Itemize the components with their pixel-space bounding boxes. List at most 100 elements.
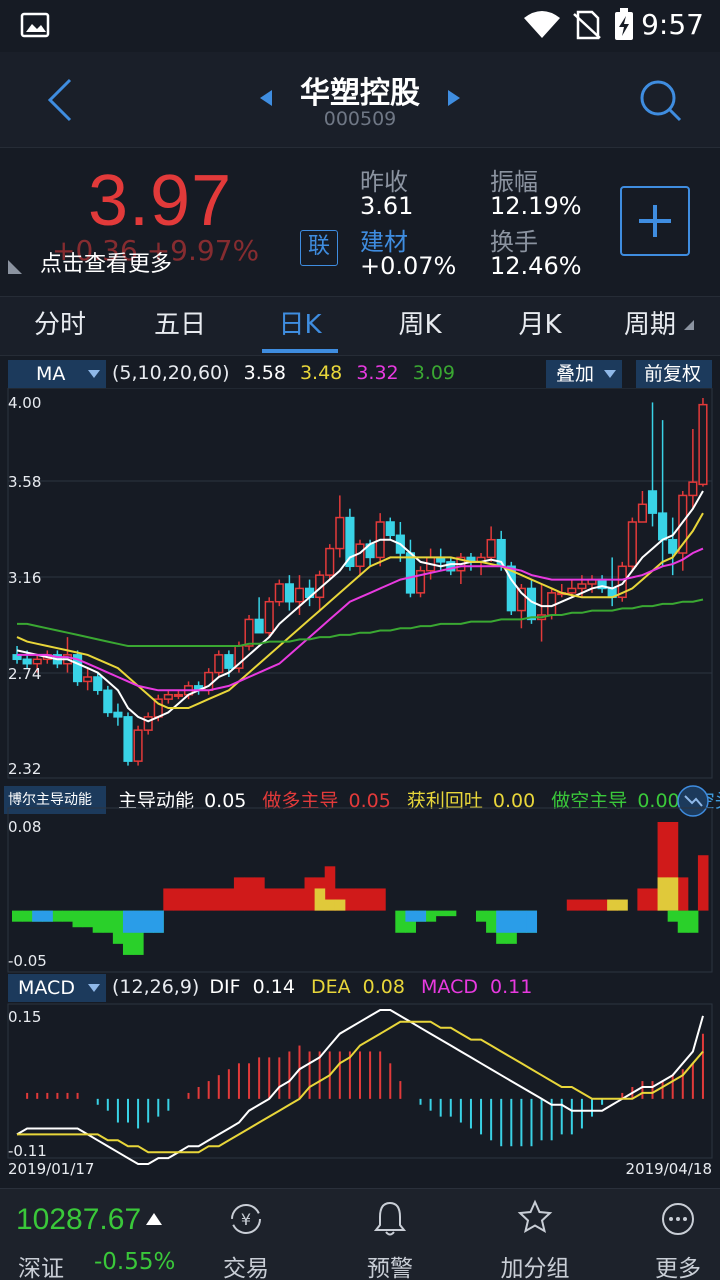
related-button[interactable]: 联 [300,230,338,266]
candle-body [698,403,708,486]
date-start: 2019/01/17 [8,1160,95,1178]
back-icon[interactable] [40,76,80,124]
macd-line-dea [17,1020,704,1154]
ma20-value: 3.32 [356,362,399,384]
y-tick-label: 3.16 [8,569,42,587]
tab-monthly-k[interactable]: 月K [518,310,562,340]
flow-bar [324,899,336,911]
nav-add-group[interactable]: 加分组 [475,1189,595,1280]
flow-value-4: 0.00 [637,790,680,812]
flow-bar [667,910,679,922]
flow-bar [22,910,33,922]
candle-body [113,711,123,718]
macd-value: 0.11 [490,976,533,998]
index-change: -0.55% [94,1249,176,1275]
tab-intraday[interactable]: 分时 [33,310,86,340]
nav-more[interactable]: 更多 [618,1189,720,1280]
macd-indicator-select[interactable]: MACD [8,974,106,1002]
dif-value: 0.14 [252,976,295,998]
flow-bar [516,910,527,933]
macd-label: MACD [421,976,478,998]
flow-bar [486,910,497,933]
candle-body [647,490,658,514]
ma-line-ma60 [17,598,704,647]
current-price: 3.97 [88,161,233,241]
ma-indicator-select[interactable]: MA [8,360,106,388]
panel-frame [7,1003,713,1159]
candle-body [214,654,224,674]
trade-icon: ¥ [231,1204,261,1234]
candle-body [345,516,355,568]
tab-daily-k[interactable]: 日K [278,310,322,340]
gallery-notification-icon [20,12,50,38]
plus-icon [639,205,671,237]
search-icon[interactable] [636,76,684,124]
flow-bar [395,910,406,933]
flow-indicator-select[interactable]: 博尔主导动能 [4,786,106,814]
candle-body [163,693,173,700]
flow-bar [607,899,618,911]
dea-label: DEA [310,976,351,998]
period-tabs: 分时 五日 日K 周K 月K 周期 [0,296,720,356]
amplitude-label: 振幅 [490,168,538,196]
flow-bar [163,888,174,911]
flow-bar [244,877,255,911]
ma-params: (5,10,20,60) [112,362,230,384]
candle-body [325,547,335,576]
macd-y-tick: -0.11 [8,1142,47,1160]
stock-code: 000509 [323,108,397,130]
flow-bar [344,888,356,911]
flow-bar [677,877,689,911]
nav-alert[interactable]: 预警 [330,1189,450,1280]
index-ticker[interactable]: 10287.67 深证 -0.55% [0,1189,180,1280]
kline-chart[interactable] [0,388,720,1188]
dea-value: 0.08 [362,976,405,998]
macd-params: (12,26,9) [112,976,200,998]
tab-five-day[interactable]: 五日 [153,310,206,340]
flow-bar [586,899,598,911]
change-amount: +0.36 [52,234,138,267]
candle-body [567,587,577,594]
overlay-button[interactable]: 叠加 [546,360,622,388]
candle-body [123,716,133,762]
y-tick-label: 3.58 [8,473,42,491]
candle-body [335,516,345,550]
candle-body [516,587,526,612]
nav-trade[interactable]: ¥ 交易 [186,1189,306,1280]
prev-stock-icon[interactable] [258,88,276,108]
overlay-label: 叠加 [556,363,595,385]
adjust-button[interactable]: 前复权 [636,360,712,388]
flow-bar [677,910,689,933]
flow-bar [375,888,386,911]
candle-body [506,565,516,612]
macd-line-dif [16,1009,704,1165]
add-watchlist-button[interactable] [620,186,690,256]
view-more-tip[interactable]: 点击查看更多 [40,252,173,277]
flow-bar [193,888,205,911]
more-icon [662,1203,694,1235]
expand-corner-icon [8,260,22,274]
flow-label-2: 做多主导 [262,790,339,812]
flow-bar [506,910,517,933]
nav-trade-label: 交易 [223,1256,269,1280]
ma-line-ma20 [17,547,704,692]
flow-bar [304,877,316,911]
flow-bar [314,888,326,911]
date-end: 2019/04/18 [625,1160,712,1178]
candle-body [22,658,32,665]
ma-indicator-label: MA [36,363,66,385]
sector-label[interactable]: 建材 [360,228,408,256]
candle-body [678,494,688,554]
quote-panel[interactable]: 3.97 +0.36 +9.97% 点击查看更多 联 昨收 3.61 建材 +0… [0,148,720,292]
next-stock-icon[interactable] [444,88,462,108]
star-icon [517,1199,553,1234]
flow-bar [657,822,669,911]
candle-body [254,618,264,634]
flow-bar [365,888,376,911]
tab-weekly-k[interactable]: 周K [398,310,442,340]
index-value: 10287.67 [16,1203,142,1236]
flow-label-1: 主导动能 [118,790,195,812]
turnover-value: 12.46% [490,252,582,280]
ma5-value: 3.58 [243,362,286,384]
tab-period[interactable]: 周期 [623,310,676,340]
